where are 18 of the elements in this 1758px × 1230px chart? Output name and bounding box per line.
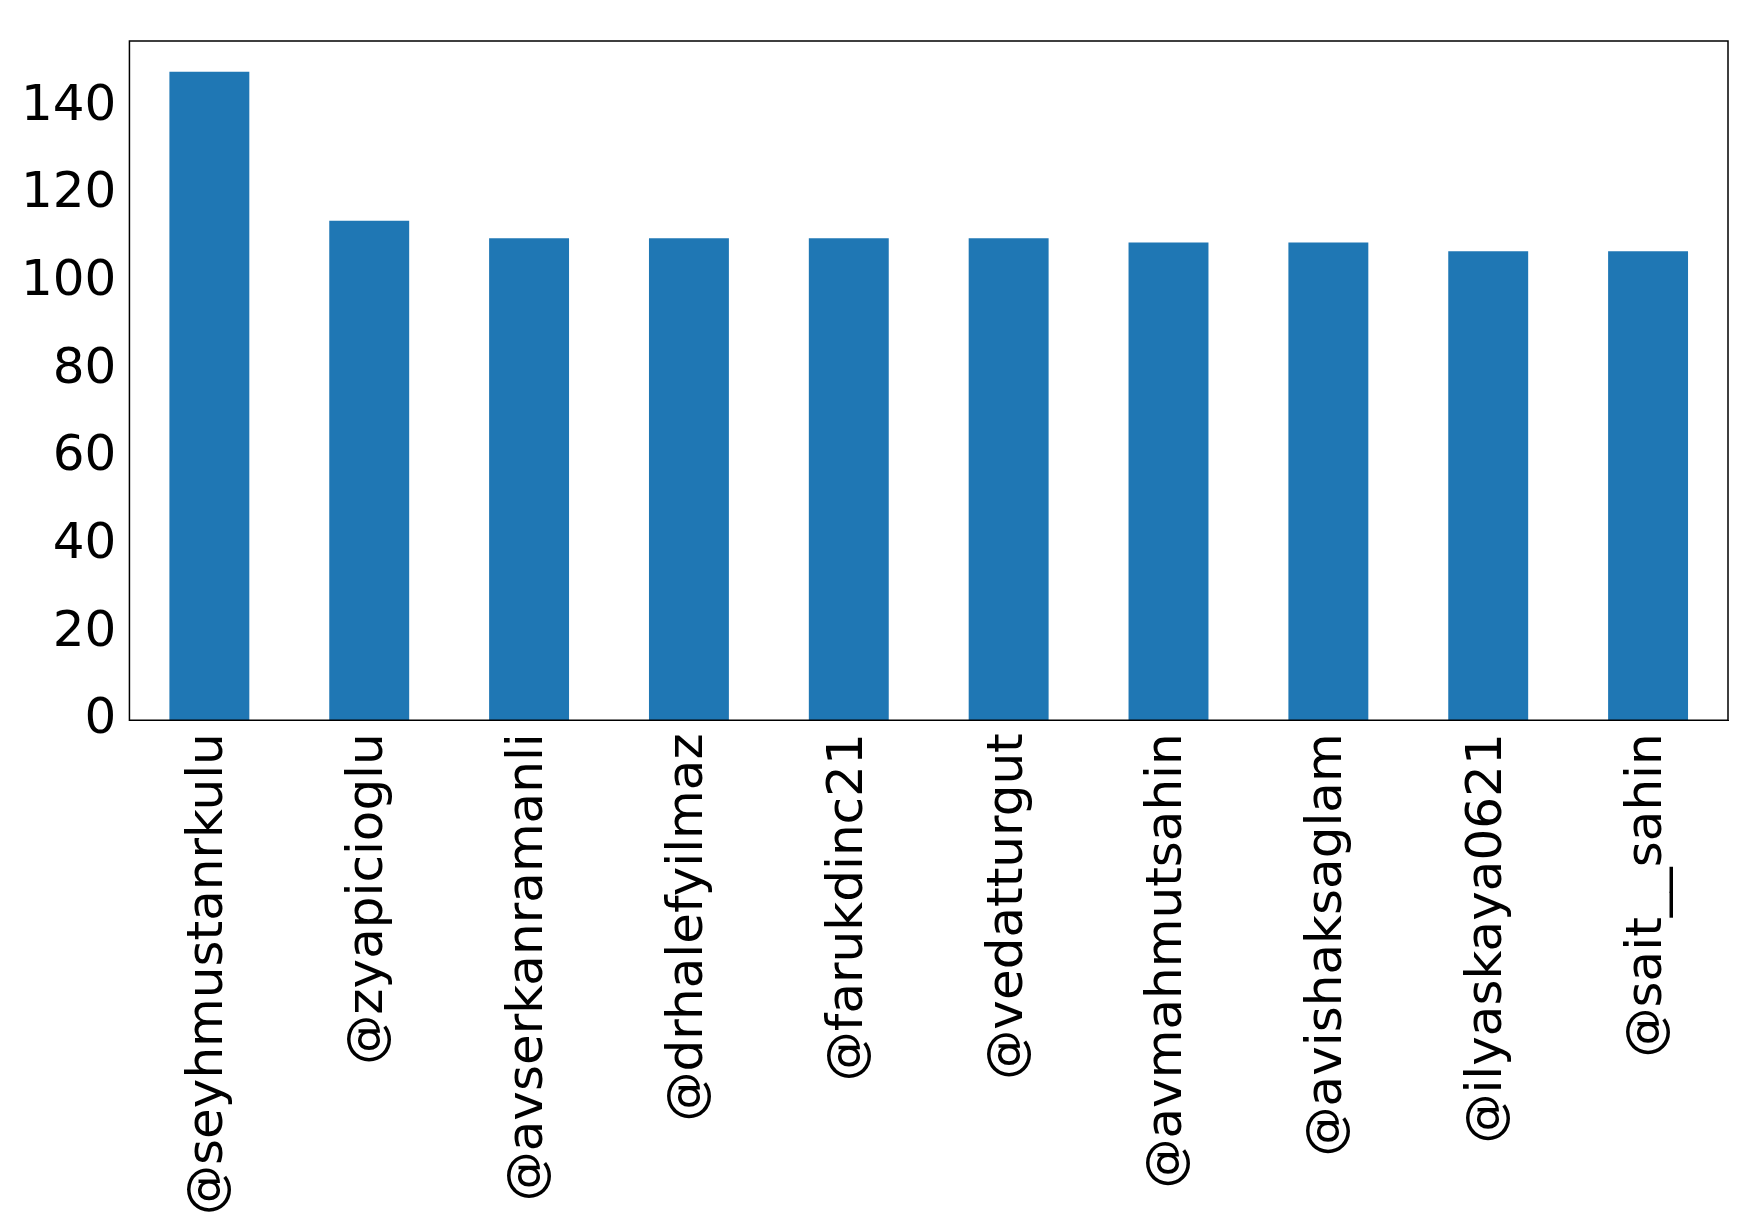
y-tick-label: 20 xyxy=(52,599,117,658)
x-tick-label: @sait__sahin xyxy=(1615,733,1674,1058)
y-tick-label: 0 xyxy=(84,687,117,746)
y-tick-label: 80 xyxy=(52,336,117,395)
x-tick-label: @drhalefyilmaz xyxy=(655,733,714,1122)
x-tick-label: @avishaksaglam xyxy=(1295,733,1354,1157)
x-tick-label: @farukdinc21 xyxy=(815,733,874,1082)
y-tick-label: 40 xyxy=(52,511,117,570)
x-tick-label: @vedatturgut xyxy=(975,733,1034,1080)
y-tick-label: 140 xyxy=(21,73,117,132)
x-tick-label: @zyapicioglu xyxy=(336,733,395,1065)
x-tick-label: @avmahmutsahin xyxy=(1135,733,1194,1189)
x-tick-label: @avserkanramanli xyxy=(496,733,555,1202)
y-tick-label: 100 xyxy=(21,249,117,308)
x-tick-label: @ilyaskaya0621 xyxy=(1455,733,1514,1144)
y-tick-label: 120 xyxy=(21,161,117,220)
y-tick-label: 60 xyxy=(52,424,117,483)
x-tick-label: @seyhmustanrkulu xyxy=(176,733,235,1215)
